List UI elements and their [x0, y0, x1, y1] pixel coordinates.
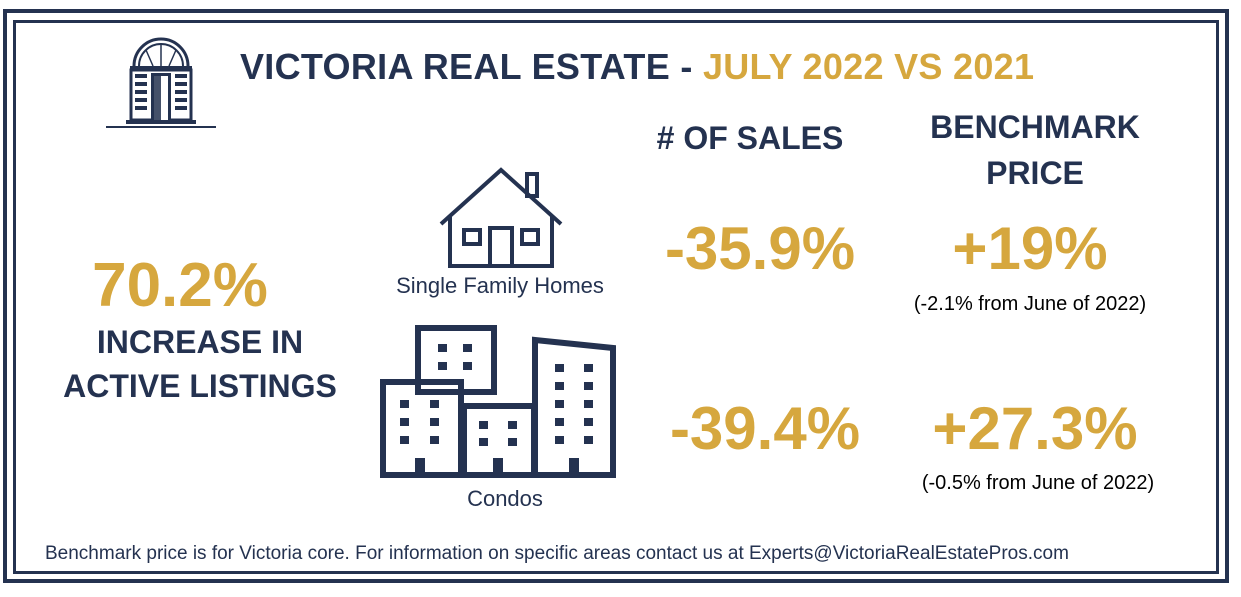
buildings-icon: [380, 325, 616, 478]
sales-header: # OF SALES: [656, 120, 844, 156]
title-main: VICTORIA REAL ESTATE -: [240, 46, 703, 87]
footer-disclaimer: Benchmark price is for Victoria core. Fo…: [45, 543, 1069, 564]
sales-change-single-family: -35.9%: [664, 215, 856, 282]
benchmark-header-line2: PRICE: [986, 155, 1084, 191]
listings-value: 70.2%: [92, 251, 268, 320]
house-icon: [439, 167, 563, 268]
benchmark-header-line1: BENCHMARK: [930, 109, 1140, 145]
listings-label-line2: ACTIVE LISTINGS: [63, 368, 337, 404]
page-title: VICTORIA REAL ESTATE - JULY 2022 VS 2021: [240, 46, 1034, 88]
benchmark-change-single-family: +19%: [952, 215, 1108, 282]
listings-label: INCREASE IN ACTIVE LISTINGS: [40, 320, 360, 408]
inner-border: [13, 20, 1219, 574]
benchmark-note-condos: (-0.5% from June of 2022): [921, 472, 1155, 494]
title-accent: JULY 2022 VS 2021: [702, 46, 1035, 87]
door-logo-icon: [106, 37, 216, 128]
outer-border: [3, 9, 1229, 583]
sales-change-condos: -39.4%: [669, 395, 861, 462]
category-label-condos: Condos: [467, 486, 543, 511]
listings-label-line1: INCREASE IN: [96, 324, 304, 360]
benchmark-note-single-family: (-2.1% from June of 2022): [913, 293, 1147, 315]
benchmark-change-condos: +27.3%: [932, 395, 1138, 462]
benchmark-header: BENCHMARK PRICE: [900, 104, 1170, 196]
category-label-single-family: Single Family Homes: [396, 273, 604, 298]
